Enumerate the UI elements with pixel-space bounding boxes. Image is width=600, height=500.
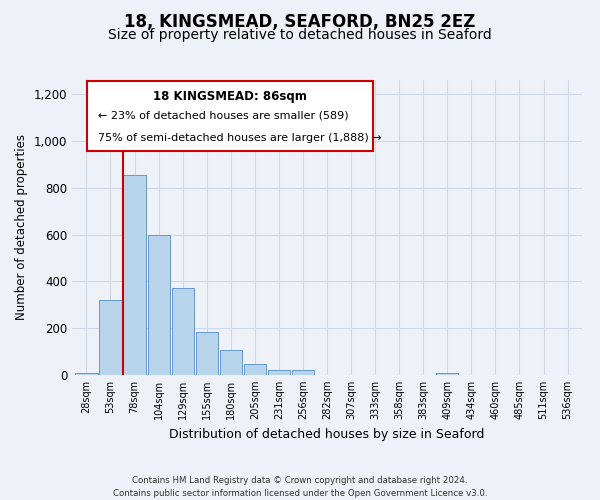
Bar bbox=[292, 370, 314, 375]
Bar bbox=[172, 288, 194, 375]
Bar bbox=[436, 372, 458, 375]
Bar bbox=[196, 332, 218, 375]
Text: Contains HM Land Registry data © Crown copyright and database right 2024.
Contai: Contains HM Land Registry data © Crown c… bbox=[113, 476, 487, 498]
Text: 18 KINGSMEAD: 86sqm: 18 KINGSMEAD: 86sqm bbox=[153, 90, 307, 104]
Text: 18, KINGSMEAD, SEAFORD, BN25 2EZ: 18, KINGSMEAD, SEAFORD, BN25 2EZ bbox=[124, 12, 476, 30]
Bar bbox=[124, 175, 146, 375]
FancyBboxPatch shape bbox=[88, 82, 373, 151]
Bar bbox=[76, 372, 98, 375]
Bar bbox=[244, 364, 266, 375]
Bar bbox=[148, 234, 170, 375]
Text: ← 23% of detached houses are smaller (589): ← 23% of detached houses are smaller (58… bbox=[97, 111, 348, 121]
Text: 75% of semi-detached houses are larger (1,888) →: 75% of semi-detached houses are larger (… bbox=[97, 133, 381, 143]
X-axis label: Distribution of detached houses by size in Seaford: Distribution of detached houses by size … bbox=[169, 428, 485, 440]
Text: Size of property relative to detached houses in Seaford: Size of property relative to detached ho… bbox=[108, 28, 492, 42]
Y-axis label: Number of detached properties: Number of detached properties bbox=[15, 134, 28, 320]
Bar bbox=[100, 300, 122, 375]
Bar bbox=[220, 350, 242, 375]
Bar bbox=[268, 370, 290, 375]
